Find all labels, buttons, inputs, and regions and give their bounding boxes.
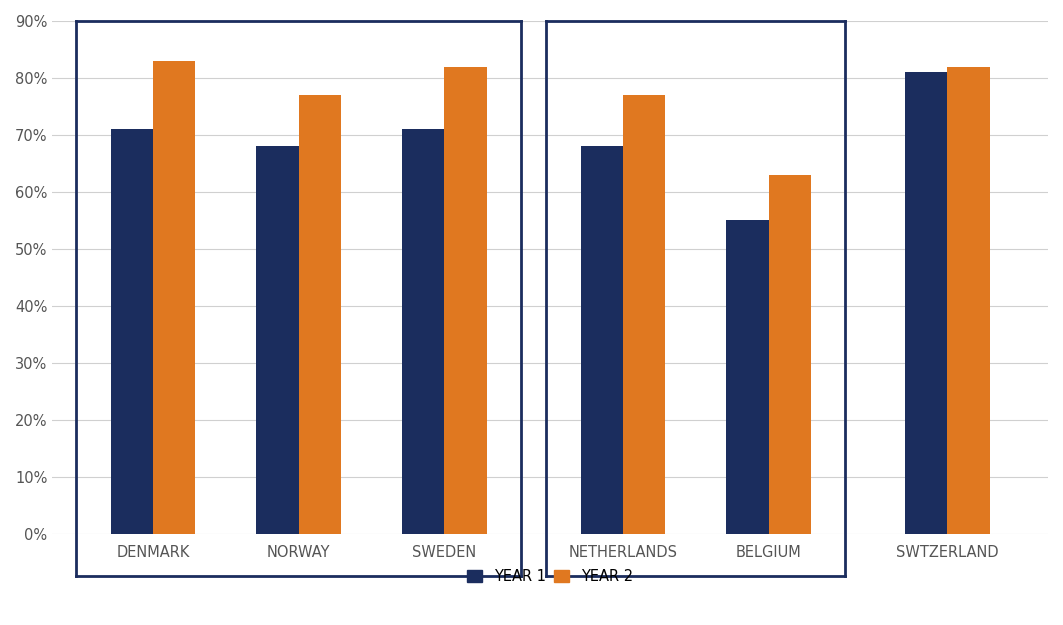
Bar bbox=[905, 72, 947, 534]
Bar bbox=[111, 129, 153, 534]
Bar bbox=[402, 129, 444, 534]
Bar bbox=[256, 146, 299, 534]
Legend: YEAR 1, YEAR 2: YEAR 1, YEAR 2 bbox=[463, 564, 637, 588]
Bar bbox=[623, 95, 665, 534]
Bar bbox=[444, 67, 487, 534]
Bar bbox=[153, 61, 196, 534]
Bar bbox=[726, 221, 769, 534]
Bar bbox=[299, 95, 341, 534]
Bar bbox=[580, 146, 623, 534]
Bar bbox=[769, 175, 811, 534]
Bar bbox=[947, 67, 990, 534]
